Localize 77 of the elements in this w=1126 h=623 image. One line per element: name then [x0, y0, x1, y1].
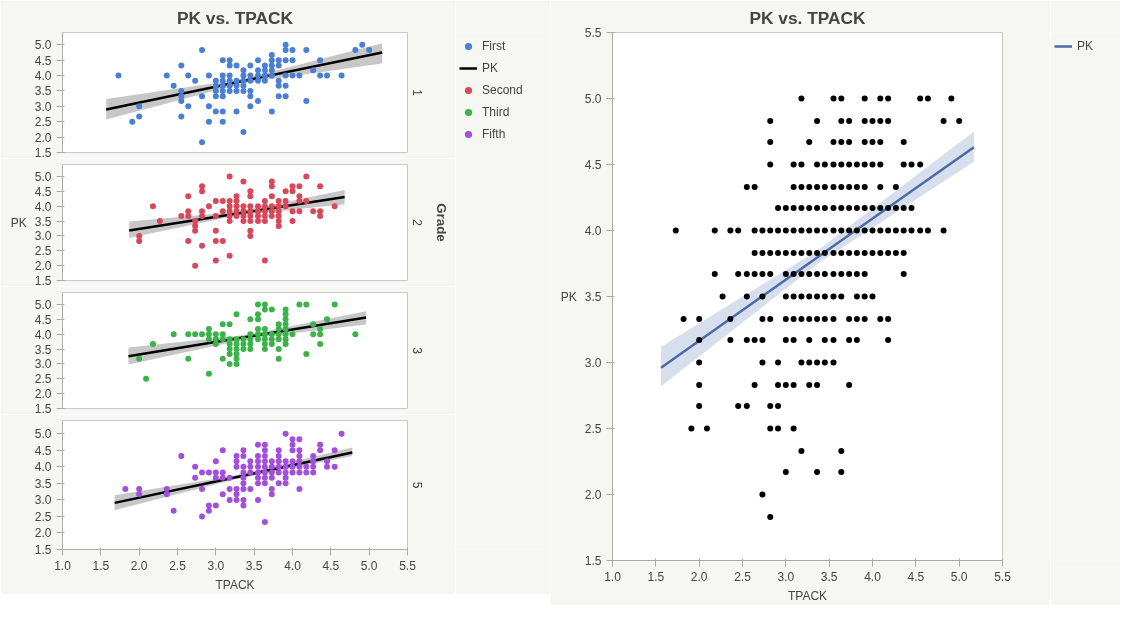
x-tick-label: 4.5 — [322, 558, 340, 573]
y-tick-label: 5.0 — [34, 297, 52, 312]
chart-title: PK vs. TPACK — [176, 7, 294, 28]
x-tick-label: 5.0 — [950, 569, 968, 584]
y2-axis-title: 2 — [409, 219, 424, 227]
y-tick-label: 5.0 — [34, 38, 52, 53]
y-tick-label: 1.5 — [34, 402, 52, 416]
y-tick-label: 5.0 — [34, 427, 52, 442]
y-tick-label: 2.0 — [584, 488, 602, 502]
y-tick-label: 3.0 — [584, 356, 602, 370]
y-tick-label: 3.0 — [34, 357, 52, 372]
text: Grade — [433, 203, 449, 242]
y2-axis-title: 5 — [409, 481, 424, 489]
y-tick-label: 4.5 — [34, 53, 52, 68]
y-tick-label: 5.0 — [34, 169, 52, 184]
y-tick-label: 1.5 — [34, 146, 52, 160]
y-tick-label: 3.0 — [34, 229, 52, 244]
y-tick-label: 2.5 — [34, 115, 52, 130]
x-tick-label: 5.0 — [360, 558, 378, 573]
y-tick-label: 3.0 — [34, 99, 52, 114]
y-tick-label: 3.5 — [34, 342, 52, 357]
y-tick-label: 4.0 — [34, 327, 52, 342]
x-tick-label: 3.5 — [820, 569, 838, 584]
x-tick-label: 2.5 — [734, 569, 752, 584]
x-tick-label: 1.5 — [92, 558, 110, 573]
legend-label: Fifth — [482, 127, 506, 141]
y-tick-label: 3.5 — [34, 84, 52, 99]
x-tick-label: 2.5 — [169, 558, 187, 573]
y-axis-title: PK — [560, 289, 577, 304]
y-tick-label: 4.0 — [34, 199, 52, 214]
y-tick-label: 4.0 — [34, 69, 52, 84]
y-tick-label: 2.0 — [34, 130, 52, 145]
y-tick-label: 3.5 — [584, 290, 602, 304]
x-tick-label: 1.0 — [54, 558, 72, 573]
chart-title: PK vs. TPACK — [749, 7, 867, 28]
y-tick-label: 4.5 — [34, 184, 52, 199]
y-tick-label: 2.0 — [34, 259, 52, 274]
legend-label: Second — [482, 83, 523, 97]
x-tick-label: 1.5 — [647, 569, 665, 584]
x-tick-label: 4.0 — [864, 569, 882, 584]
y-tick-label: 1.5 — [34, 543, 52, 557]
y-tick-label: 4.0 — [584, 224, 602, 238]
y-tick-label: 2.5 — [34, 244, 52, 259]
y-tick-label: 2.0 — [34, 387, 52, 402]
y-tick-label: 4.5 — [584, 158, 602, 172]
x-tick-label: 5.5 — [994, 569, 1012, 584]
y-tick-label: 4.0 — [34, 460, 52, 475]
legend-label: PK — [1077, 39, 1094, 53]
y-tick-label: 2.5 — [584, 422, 602, 436]
y-tick-label: 3.5 — [34, 214, 52, 229]
y-tick-label: 3.5 — [34, 476, 52, 491]
x-tick-label: 1.0 — [604, 569, 622, 584]
y-tick-label: 4.5 — [34, 443, 52, 458]
y2-axis-title: 1 — [409, 89, 424, 97]
y-tick-label: 3.0 — [34, 493, 52, 508]
x-axis-title: TPACK — [787, 588, 828, 603]
y-tick-label: 1.5 — [34, 274, 52, 288]
x-axis-title: TPACK — [215, 577, 255, 592]
y-tick-label: 2.0 — [34, 526, 52, 541]
legend-label: PK — [482, 61, 499, 75]
legend-label: First — [482, 39, 506, 53]
y-tick-label: 4.5 — [34, 312, 52, 327]
y-tick-label: 5.5 — [584, 26, 602, 40]
x-tick-label: 4.0 — [284, 558, 302, 573]
legend-label: Third — [482, 105, 510, 119]
x-tick-label: 2.0 — [690, 569, 708, 584]
y-tick-label: 2.5 — [34, 509, 52, 524]
x-tick-label: 3.5 — [245, 558, 263, 573]
y2-axis-title: 3 — [409, 347, 424, 355]
x-tick-label: 3.0 — [207, 558, 225, 573]
x-tick-label: 2.0 — [130, 558, 148, 573]
x-tick-label: 3.0 — [777, 569, 795, 584]
x-tick-label: 5.5 — [399, 558, 417, 573]
y-tick-label: 5.0 — [584, 92, 602, 106]
y-axis-title: PK — [10, 215, 27, 230]
x-tick-label: 4.5 — [907, 569, 925, 584]
y-tick-label: 2.5 — [34, 372, 52, 387]
